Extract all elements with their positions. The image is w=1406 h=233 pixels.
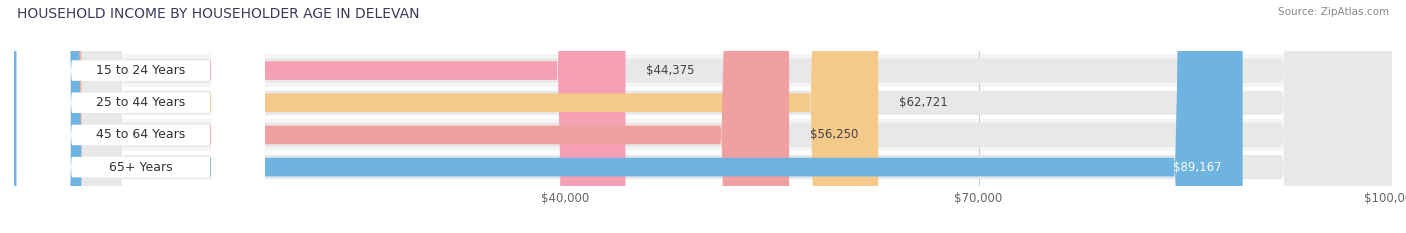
Text: 65+ Years: 65+ Years: [110, 161, 173, 174]
FancyBboxPatch shape: [17, 0, 264, 233]
FancyBboxPatch shape: [14, 0, 1392, 233]
Bar: [14, 119, 1392, 151]
FancyBboxPatch shape: [14, 0, 626, 233]
FancyBboxPatch shape: [14, 0, 789, 233]
Bar: [14, 87, 1392, 119]
Text: 45 to 64 Years: 45 to 64 Years: [96, 128, 186, 141]
Text: $56,250: $56,250: [810, 128, 858, 141]
Text: $44,375: $44,375: [647, 64, 695, 77]
FancyBboxPatch shape: [14, 0, 879, 233]
Text: 15 to 24 Years: 15 to 24 Years: [96, 64, 186, 77]
FancyBboxPatch shape: [14, 0, 1392, 233]
FancyBboxPatch shape: [14, 0, 1243, 233]
Text: 25 to 44 Years: 25 to 44 Years: [96, 96, 186, 109]
FancyBboxPatch shape: [17, 0, 264, 233]
FancyBboxPatch shape: [17, 0, 264, 233]
Text: $62,721: $62,721: [898, 96, 948, 109]
Text: HOUSEHOLD INCOME BY HOUSEHOLDER AGE IN DELEVAN: HOUSEHOLD INCOME BY HOUSEHOLDER AGE IN D…: [17, 7, 419, 21]
FancyBboxPatch shape: [17, 0, 264, 233]
Text: $89,167: $89,167: [1174, 161, 1222, 174]
Bar: [14, 151, 1392, 183]
Bar: [14, 55, 1392, 87]
Text: Source: ZipAtlas.com: Source: ZipAtlas.com: [1278, 7, 1389, 17]
FancyBboxPatch shape: [14, 0, 1392, 233]
FancyBboxPatch shape: [14, 0, 1392, 233]
